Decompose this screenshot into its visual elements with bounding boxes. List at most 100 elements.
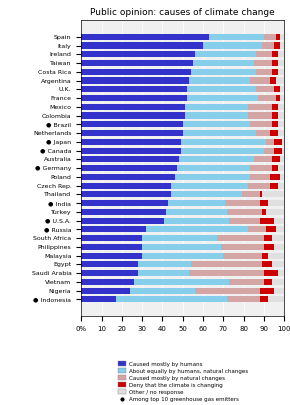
- Bar: [191, 69, 256, 75]
- Bar: [221, 244, 264, 250]
- Bar: [164, 217, 229, 224]
- Bar: [260, 191, 262, 197]
- Bar: [266, 226, 276, 232]
- Bar: [258, 95, 276, 101]
- Bar: [81, 156, 179, 162]
- Bar: [274, 86, 280, 92]
- Bar: [270, 183, 278, 189]
- Bar: [270, 130, 278, 136]
- Bar: [81, 60, 193, 66]
- Bar: [264, 34, 276, 40]
- Bar: [81, 261, 138, 267]
- Bar: [81, 43, 203, 49]
- Bar: [189, 270, 264, 276]
- Bar: [203, 43, 262, 49]
- Bar: [168, 200, 225, 206]
- Bar: [268, 296, 284, 303]
- Bar: [242, 191, 260, 197]
- Bar: [81, 200, 168, 206]
- Bar: [81, 209, 166, 215]
- Bar: [260, 288, 274, 294]
- Bar: [81, 130, 183, 136]
- Bar: [250, 77, 270, 83]
- Bar: [256, 130, 270, 136]
- Bar: [248, 104, 272, 110]
- Bar: [262, 261, 272, 267]
- Bar: [282, 139, 284, 145]
- Bar: [268, 253, 284, 259]
- Bar: [229, 279, 264, 285]
- Bar: [81, 139, 181, 145]
- Bar: [272, 104, 278, 110]
- Bar: [260, 217, 274, 224]
- Bar: [81, 77, 189, 83]
- Bar: [276, 77, 284, 83]
- Bar: [81, 69, 191, 75]
- Bar: [81, 174, 175, 180]
- Bar: [81, 86, 187, 92]
- Bar: [274, 139, 282, 145]
- Bar: [254, 156, 272, 162]
- Bar: [81, 217, 164, 224]
- Bar: [278, 165, 284, 171]
- Bar: [183, 130, 256, 136]
- Bar: [278, 183, 284, 189]
- Bar: [276, 34, 280, 40]
- Bar: [274, 288, 284, 294]
- Bar: [225, 200, 260, 206]
- Bar: [260, 296, 268, 303]
- Bar: [81, 183, 171, 189]
- Bar: [268, 200, 284, 206]
- Bar: [142, 244, 221, 250]
- Bar: [189, 77, 250, 83]
- Bar: [193, 60, 254, 66]
- Bar: [262, 253, 268, 259]
- Bar: [272, 69, 278, 75]
- Bar: [81, 279, 134, 285]
- Bar: [262, 191, 284, 197]
- Bar: [81, 235, 142, 241]
- Bar: [264, 235, 272, 241]
- Bar: [81, 34, 209, 40]
- Bar: [278, 104, 284, 110]
- Bar: [250, 165, 272, 171]
- Bar: [270, 77, 276, 83]
- Bar: [262, 209, 266, 215]
- Bar: [254, 60, 272, 66]
- Bar: [177, 165, 250, 171]
- Bar: [280, 34, 284, 40]
- Bar: [81, 191, 171, 197]
- Bar: [185, 104, 248, 110]
- Bar: [280, 86, 284, 92]
- Bar: [278, 121, 284, 127]
- Bar: [272, 279, 284, 285]
- Bar: [280, 95, 284, 101]
- Bar: [272, 165, 278, 171]
- Bar: [227, 296, 260, 303]
- Bar: [272, 60, 278, 66]
- Bar: [248, 226, 266, 232]
- Bar: [266, 209, 284, 215]
- Bar: [142, 253, 223, 259]
- Bar: [138, 270, 189, 276]
- Bar: [187, 95, 258, 101]
- Bar: [81, 121, 183, 127]
- Bar: [282, 147, 284, 153]
- Bar: [81, 165, 177, 171]
- Bar: [116, 296, 227, 303]
- Bar: [262, 43, 274, 49]
- Bar: [227, 209, 262, 215]
- Bar: [81, 113, 185, 119]
- Bar: [171, 183, 248, 189]
- Bar: [280, 43, 284, 49]
- Bar: [166, 209, 227, 215]
- Bar: [209, 34, 264, 40]
- Bar: [276, 226, 284, 232]
- Bar: [278, 69, 284, 75]
- Bar: [272, 235, 284, 241]
- Bar: [181, 147, 264, 153]
- Bar: [191, 261, 262, 267]
- Bar: [280, 156, 284, 162]
- Bar: [248, 183, 270, 189]
- Bar: [272, 261, 284, 267]
